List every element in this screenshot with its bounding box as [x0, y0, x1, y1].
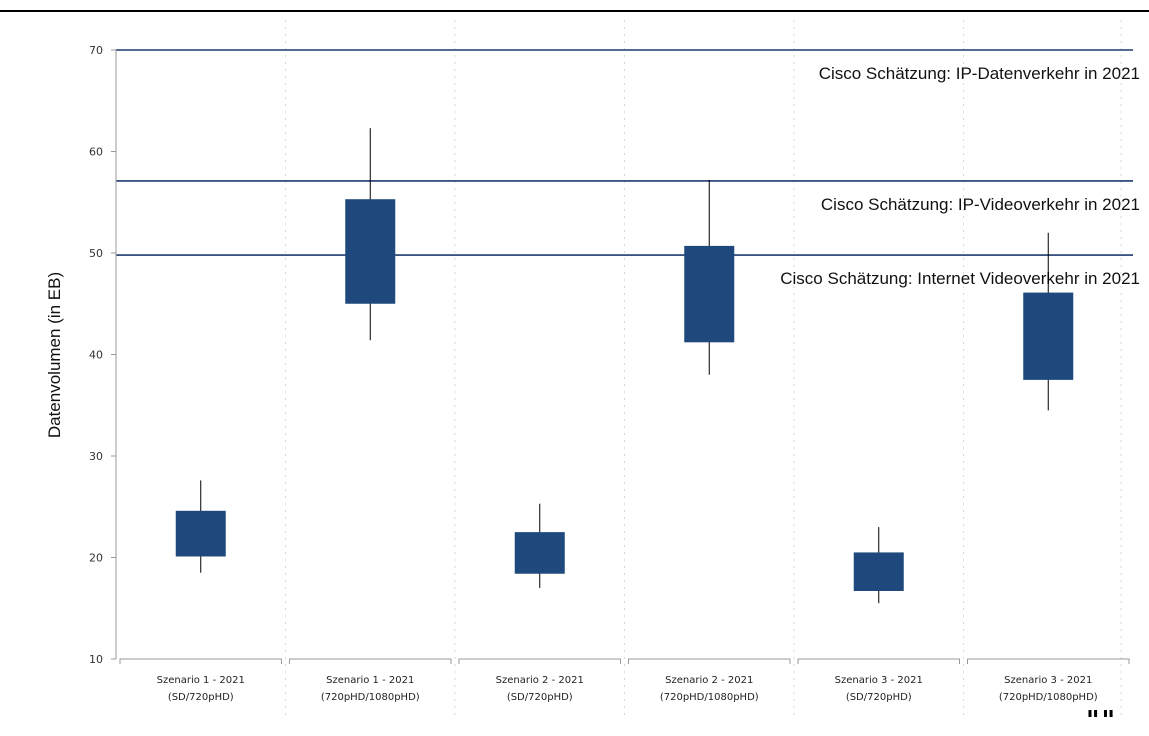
category-label-line2: (SD/720pHD) [168, 692, 234, 703]
box-body [175, 510, 226, 557]
y-tick-label: 10 [89, 653, 103, 666]
corner-mark: "" [1086, 706, 1118, 736]
y-tick-label: 60 [89, 146, 103, 159]
category-label-line2: (SD/720pHD) [846, 692, 912, 703]
category-label-line2: (720pHD/1080pHD) [999, 692, 1098, 703]
category-label-line2: (720pHD/1080pHD) [660, 692, 759, 703]
box-body [684, 245, 735, 343]
box-body [853, 552, 904, 591]
grid-lines [285, 20, 1122, 720]
category-label-line2: (SD/720pHD) [507, 692, 573, 703]
y-tick-label: 40 [89, 349, 103, 362]
reference-line-label: Cisco Schätzung: IP-Videoverkehr in 2021 [821, 195, 1140, 214]
reference-lines: Cisco Schätzung: IP-Datenverkehr in 2021… [116, 49, 1140, 288]
x-axis-segment [289, 658, 452, 664]
category-label-line1: Szenario 3 - 2021 [1004, 675, 1092, 686]
category-label-line1: Szenario 2 - 2021 [665, 675, 753, 686]
category-label-line1: Szenario 1 - 2021 [326, 675, 414, 686]
box-body [1023, 292, 1074, 380]
y-tick-label: 70 [89, 44, 103, 57]
x-axis-segment [119, 658, 282, 664]
category-label-line1: Szenario 2 - 2021 [496, 675, 584, 686]
reference-line-label: Cisco Schätzung: Internet Videoverkehr i… [780, 269, 1140, 288]
category-label-line1: Szenario 1 - 2021 [157, 675, 245, 686]
category-label-line2: (720pHD/1080pHD) [321, 692, 420, 703]
axes: 10 20 30 40 50 60 70 [89, 44, 1130, 666]
x-axis-segment [797, 658, 960, 664]
y-axis-label: Datenvolumen (in EB) [45, 272, 64, 438]
boxes [175, 128, 1074, 604]
top-rule [0, 10, 1149, 12]
reference-line-label: Cisco Schätzung: IP-Datenverkehr in 2021 [819, 64, 1140, 83]
x-axis-segment [967, 658, 1130, 664]
labels: Szenario 1 - 2021 (SD/720pHD) Szenario 1 -… [157, 675, 1098, 703]
x-axis-segment [628, 658, 791, 664]
category-label-line1: Szenario 3 - 2021 [835, 675, 923, 686]
y-tick-label: 20 [89, 552, 103, 565]
box-body [514, 532, 565, 574]
y-tick-label: 50 [89, 247, 103, 260]
y-tick-label: 30 [89, 450, 103, 463]
x-axis-segment [458, 658, 621, 664]
box-body [345, 199, 396, 304]
